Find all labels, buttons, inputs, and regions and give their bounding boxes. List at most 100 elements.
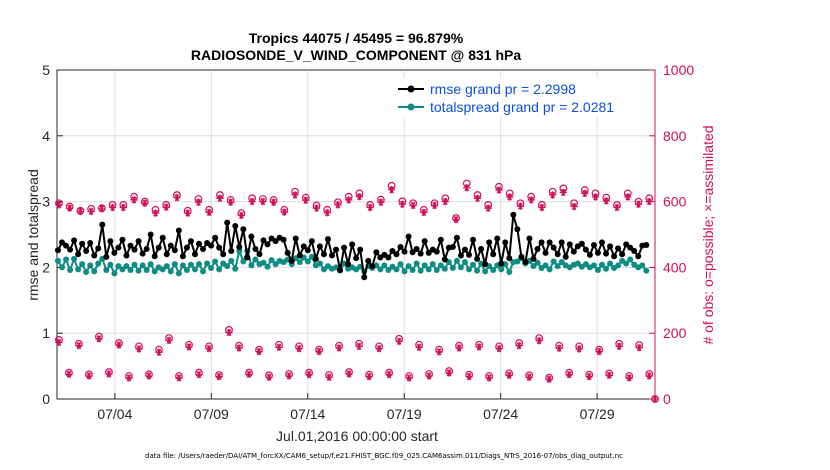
rmse-point — [232, 222, 239, 229]
obs-assimilated-marker — [75, 342, 83, 350]
rmse-point — [79, 240, 86, 247]
totalspread-point — [506, 269, 513, 276]
totalspread-point — [91, 268, 98, 275]
rmse-point — [115, 244, 122, 251]
totalspread-point — [127, 267, 134, 274]
rmse-point — [502, 239, 509, 246]
totalspread-point — [433, 267, 440, 274]
rmse-point — [320, 251, 327, 258]
y-axis-right-label: # of obs: o=possible; ×=assimilated — [700, 125, 716, 344]
totalspread-point — [167, 268, 174, 275]
rmse-point — [538, 239, 545, 246]
rmse-point — [54, 247, 61, 254]
obs-assimilated-marker — [216, 194, 224, 202]
rmse-point — [163, 251, 170, 258]
totalspread-point — [377, 266, 384, 273]
rmse-point — [518, 253, 525, 260]
rmse-point — [558, 239, 565, 246]
totalspread-point — [542, 262, 549, 269]
y-left-tick-label: 2 — [42, 259, 50, 275]
totalspread-point — [179, 262, 186, 269]
totalspread-point — [191, 266, 198, 273]
rmse-point — [486, 239, 493, 246]
obs-assimilated-marker — [265, 373, 273, 381]
rmse-point — [498, 260, 505, 267]
obs-assimilated-marker — [398, 200, 406, 208]
totalspread-point — [240, 258, 247, 265]
rmse-point — [389, 247, 396, 254]
obs-assimilated-marker — [325, 373, 333, 381]
rmse-point — [409, 249, 416, 256]
rmse-point — [341, 244, 348, 251]
rmse-point — [83, 247, 90, 254]
totalspread-point — [296, 259, 303, 266]
obs-assimilated-marker — [535, 337, 543, 345]
obs-assimilated-marker — [98, 205, 106, 213]
rmse-point — [361, 274, 368, 281]
obs-assimilated-marker — [425, 372, 433, 380]
obs-assimilated-marker — [227, 198, 235, 206]
x-tick-label: 07/14 — [290, 406, 325, 422]
obs-assimilated-marker — [455, 344, 463, 352]
totalspread-point — [228, 257, 235, 264]
totalspread-point — [95, 260, 102, 267]
rmse-point — [433, 248, 440, 255]
totalspread-point — [598, 261, 605, 268]
rmse-point — [175, 227, 182, 234]
obs-count-markers — [55, 179, 659, 403]
obs-assimilated-marker — [151, 209, 160, 217]
grid-lines — [57, 70, 655, 399]
totalspread-point — [212, 258, 219, 265]
rmse-point — [304, 247, 311, 254]
rmse-point — [627, 244, 634, 251]
rmse-point — [183, 244, 190, 251]
y-left-tick-label: 4 — [42, 128, 50, 144]
totalspread-point — [123, 263, 130, 270]
totalspread-point — [75, 266, 82, 273]
y-right-tick-label: 0 — [663, 391, 671, 407]
totalspread-point — [627, 256, 634, 263]
obs-assimilated-marker — [495, 186, 503, 194]
totalspread-point — [83, 269, 90, 276]
obs-assimilated-marker — [345, 370, 353, 378]
totalspread-point — [421, 262, 428, 269]
rmse-point — [506, 255, 513, 262]
obs-assimilated-marker — [385, 371, 393, 379]
totalspread-point — [107, 261, 114, 268]
obs-assimilated-marker — [173, 194, 181, 202]
obs-assimilated-marker — [602, 197, 610, 205]
rmse-point — [208, 242, 215, 249]
totalspread-point — [171, 261, 178, 268]
obs-assimilated-marker — [525, 373, 533, 381]
rmse-point — [349, 241, 356, 248]
rmse-point — [95, 245, 102, 252]
obs-assimilated-marker — [155, 348, 163, 356]
obs-assimilated-marker — [345, 196, 353, 204]
footer-data-file: data file: /Users/raeder/DAI/ATM_forcXX/… — [145, 452, 623, 460]
x-tick-label: 07/04 — [97, 406, 132, 422]
obs-assimilated-marker — [538, 203, 546, 212]
obs-assimilated-marker — [651, 395, 659, 403]
rmse-point — [280, 236, 287, 243]
totalspread-point — [268, 257, 275, 264]
obs-assimilated-marker — [559, 188, 567, 196]
rmse-point — [457, 252, 464, 259]
rmse-point — [494, 235, 501, 242]
obs-assimilated-marker — [355, 342, 363, 350]
y-right-tick-label: 200 — [663, 325, 687, 341]
rmse-point — [586, 251, 593, 258]
rmse-point — [478, 245, 485, 252]
y-left-tick-label: 1 — [42, 325, 50, 341]
rmse-point — [252, 245, 259, 252]
rmse-point — [594, 249, 601, 256]
rmse-point — [187, 238, 194, 245]
totalspread-point — [397, 261, 404, 268]
obs-assimilated-marker — [645, 372, 653, 380]
totalspread-point — [264, 263, 271, 270]
obs-assimilated-marker — [215, 373, 223, 381]
y-axis-left-label: rmse and totalspread — [25, 169, 41, 301]
obs-assimilated-marker — [280, 208, 288, 216]
totalspread-point — [437, 262, 444, 269]
rmse-point — [514, 226, 521, 233]
rmse-point — [300, 243, 307, 250]
